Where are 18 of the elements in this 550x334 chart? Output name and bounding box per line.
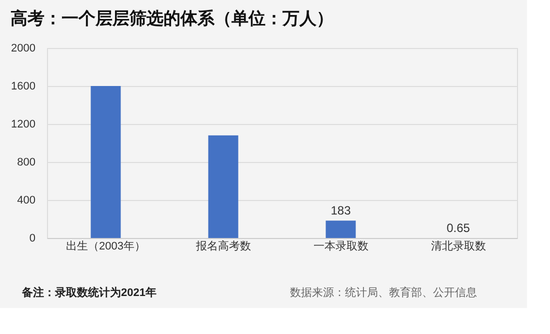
y-tick-label: 2000: [11, 42, 36, 54]
bar: [208, 135, 238, 238]
text: 备注：录取数统计为2021年: [21, 286, 156, 299]
x-tick-label: 清北录取数: [430, 240, 486, 252]
y-tick-label: 400: [17, 194, 36, 206]
x-tick-label: 一本录取数: [313, 240, 368, 252]
y-tick-label: 800: [17, 156, 36, 168]
data-label: 183: [330, 204, 352, 218]
data-label: 0.65: [446, 220, 470, 235]
x-tick-label: 出生（2003年）: [66, 240, 146, 252]
y-tick-label: 1600: [11, 80, 36, 92]
bar: [90, 86, 121, 238]
bar: [326, 220, 356, 238]
x-tick-label: 报名高考数: [194, 240, 251, 252]
chart-title: 高考：一个层层筛选的体系（单位：万人）: [10, 9, 334, 28]
y-tick-label: 0: [29, 232, 36, 244]
y-tick-label: 1200: [11, 118, 36, 130]
source-note: 数据来源：统计局、教育部、公开信息: [290, 286, 477, 299]
